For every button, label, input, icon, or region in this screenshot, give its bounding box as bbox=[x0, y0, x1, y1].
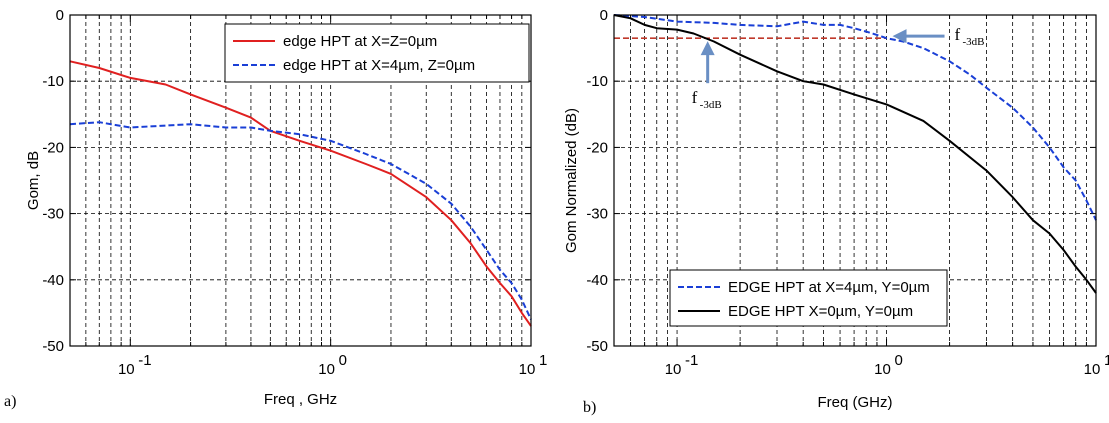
y-tick-label: -10 bbox=[586, 73, 608, 90]
annotation-arrowhead bbox=[892, 29, 907, 44]
annotation-f3db: f bbox=[692, 88, 698, 107]
series-line-2 bbox=[69, 121, 532, 320]
panel-label: a) bbox=[4, 393, 16, 410]
annotation-arrowhead bbox=[700, 41, 715, 56]
svg-text:-1: -1 bbox=[685, 352, 698, 369]
y-tick-label: -30 bbox=[586, 206, 608, 223]
y-tick-label: -20 bbox=[42, 139, 64, 156]
y-tick-label: -50 bbox=[42, 338, 64, 355]
annotation-f3db-sub: -3dB bbox=[700, 99, 722, 111]
y-axis-label: Gom Normalized (dB) bbox=[563, 108, 580, 253]
series-line-2 bbox=[613, 14, 1097, 294]
x-tick-label: 100 bbox=[874, 352, 903, 378]
x-axis-label: Freq , GHz bbox=[264, 391, 337, 408]
y-tick-label: -50 bbox=[586, 338, 608, 355]
y-axis-label: Gom, dB bbox=[25, 151, 42, 210]
x-tick-label: 100 bbox=[318, 352, 347, 378]
legend-entry: EDGE HPT at X=4µm, Y=0µm bbox=[728, 279, 930, 296]
y-tick-label: 0 bbox=[600, 7, 608, 24]
svg-text:10: 10 bbox=[519, 361, 536, 378]
y-tick-label: -40 bbox=[586, 272, 608, 289]
x-axis-label: Freq (GHz) bbox=[818, 394, 893, 411]
axes-frame bbox=[613, 14, 1097, 347]
legend: edge HPT at X=Z=0µm edge HPT at X=4µm, Z=… bbox=[224, 23, 530, 83]
legend-entry: EDGE HPT X=0µm, Y=0µm bbox=[728, 303, 913, 320]
axes-frame bbox=[69, 14, 532, 347]
svg-text:-1: -1 bbox=[138, 352, 151, 369]
legend-box bbox=[224, 23, 530, 83]
svg-text:10: 10 bbox=[118, 361, 135, 378]
legend-entry: edge HPT at X=4µm, Z=0µm bbox=[283, 57, 475, 74]
x-tick-label: 10-1 bbox=[118, 352, 152, 378]
y-tick-label: 0 bbox=[56, 7, 64, 24]
legend: EDGE HPT at X=4µm, Y=0µm EDGE HPT X=0µm, … bbox=[669, 269, 948, 327]
series-line-1 bbox=[69, 60, 532, 327]
y-tick-label: -10 bbox=[42, 73, 64, 90]
svg-text:0: 0 bbox=[895, 352, 903, 369]
x-tick-label: 101 bbox=[1084, 352, 1109, 378]
annotation-f3db-sub: -3dB bbox=[963, 36, 985, 48]
svg-text:10: 10 bbox=[1084, 361, 1101, 378]
x-tick-label: 101 bbox=[519, 352, 548, 378]
legend-entry: edge HPT at X=Z=0µm bbox=[283, 33, 437, 50]
grid bbox=[69, 14, 532, 347]
panel-label: b) bbox=[583, 399, 596, 416]
svg-text:10: 10 bbox=[318, 361, 335, 378]
svg-text:1: 1 bbox=[539, 352, 547, 369]
series-line-1 bbox=[613, 14, 1097, 221]
annotation-f3db: f bbox=[955, 25, 961, 44]
y-tick-label: -40 bbox=[42, 272, 64, 289]
y-tick-label: -30 bbox=[42, 206, 64, 223]
svg-text:1: 1 bbox=[1104, 352, 1109, 369]
svg-text:10: 10 bbox=[665, 361, 682, 378]
svg-text:0: 0 bbox=[339, 352, 347, 369]
x-tick-label: 10-1 bbox=[665, 352, 699, 378]
svg-text:10: 10 bbox=[874, 361, 891, 378]
legend-box bbox=[669, 269, 948, 327]
y-tick-label: -20 bbox=[586, 139, 608, 156]
